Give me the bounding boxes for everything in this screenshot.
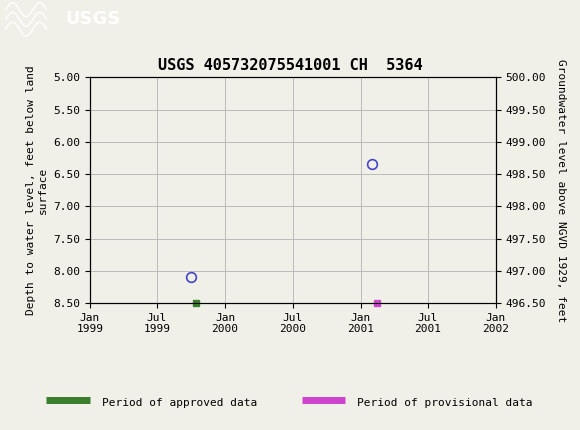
Text: Period of provisional data: Period of provisional data [357,398,532,408]
Text: USGS: USGS [65,10,121,28]
Y-axis label: Groundwater level above NGVD 1929, feet: Groundwater level above NGVD 1929, feet [556,58,566,322]
Text: Period of approved data: Period of approved data [102,398,257,408]
Y-axis label: Depth to water level, feet below land
surface: Depth to water level, feet below land su… [26,65,48,315]
Text: USGS 405732075541001 CH  5364: USGS 405732075541001 CH 5364 [158,58,422,73]
